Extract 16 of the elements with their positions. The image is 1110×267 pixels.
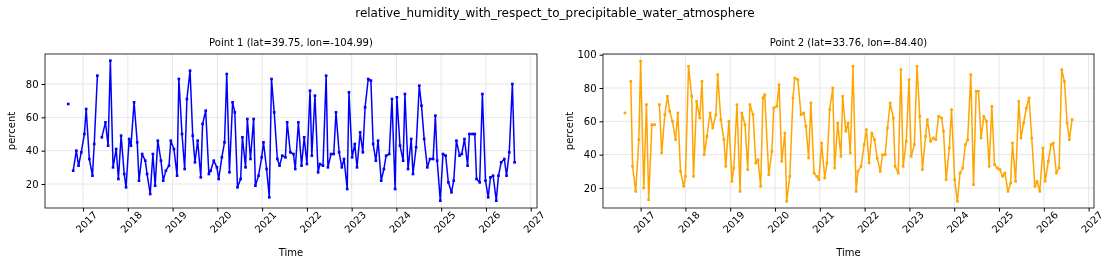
y-tick-label: 80 <box>25 78 39 90</box>
y-tick-label: 40 <box>25 145 39 157</box>
y-axis-title: percent <box>564 111 575 151</box>
y-tick-label: 20 <box>25 178 39 190</box>
chart-title: Point 2 (lat=33.76, lon=-84.40) <box>769 37 928 48</box>
y-tick-label: 60 <box>25 112 39 124</box>
y-tick-label: 100 <box>577 49 597 61</box>
text: relative_humidity_with_respect_to_precipitable_water_atmosphere <box>355 6 755 20</box>
chart-title: Point 1 (lat=39.75, lon=-104.99) <box>209 37 373 48</box>
y-axis-title: percent <box>6 111 17 151</box>
y-tick-label: 60 <box>583 116 597 128</box>
y-tick-label: 20 <box>583 182 597 194</box>
x-axis-title: Time <box>835 247 861 258</box>
y-tick-label: 40 <box>583 149 597 161</box>
y-tick-label: 80 <box>583 82 597 94</box>
x-axis-title: Time <box>277 247 304 258</box>
